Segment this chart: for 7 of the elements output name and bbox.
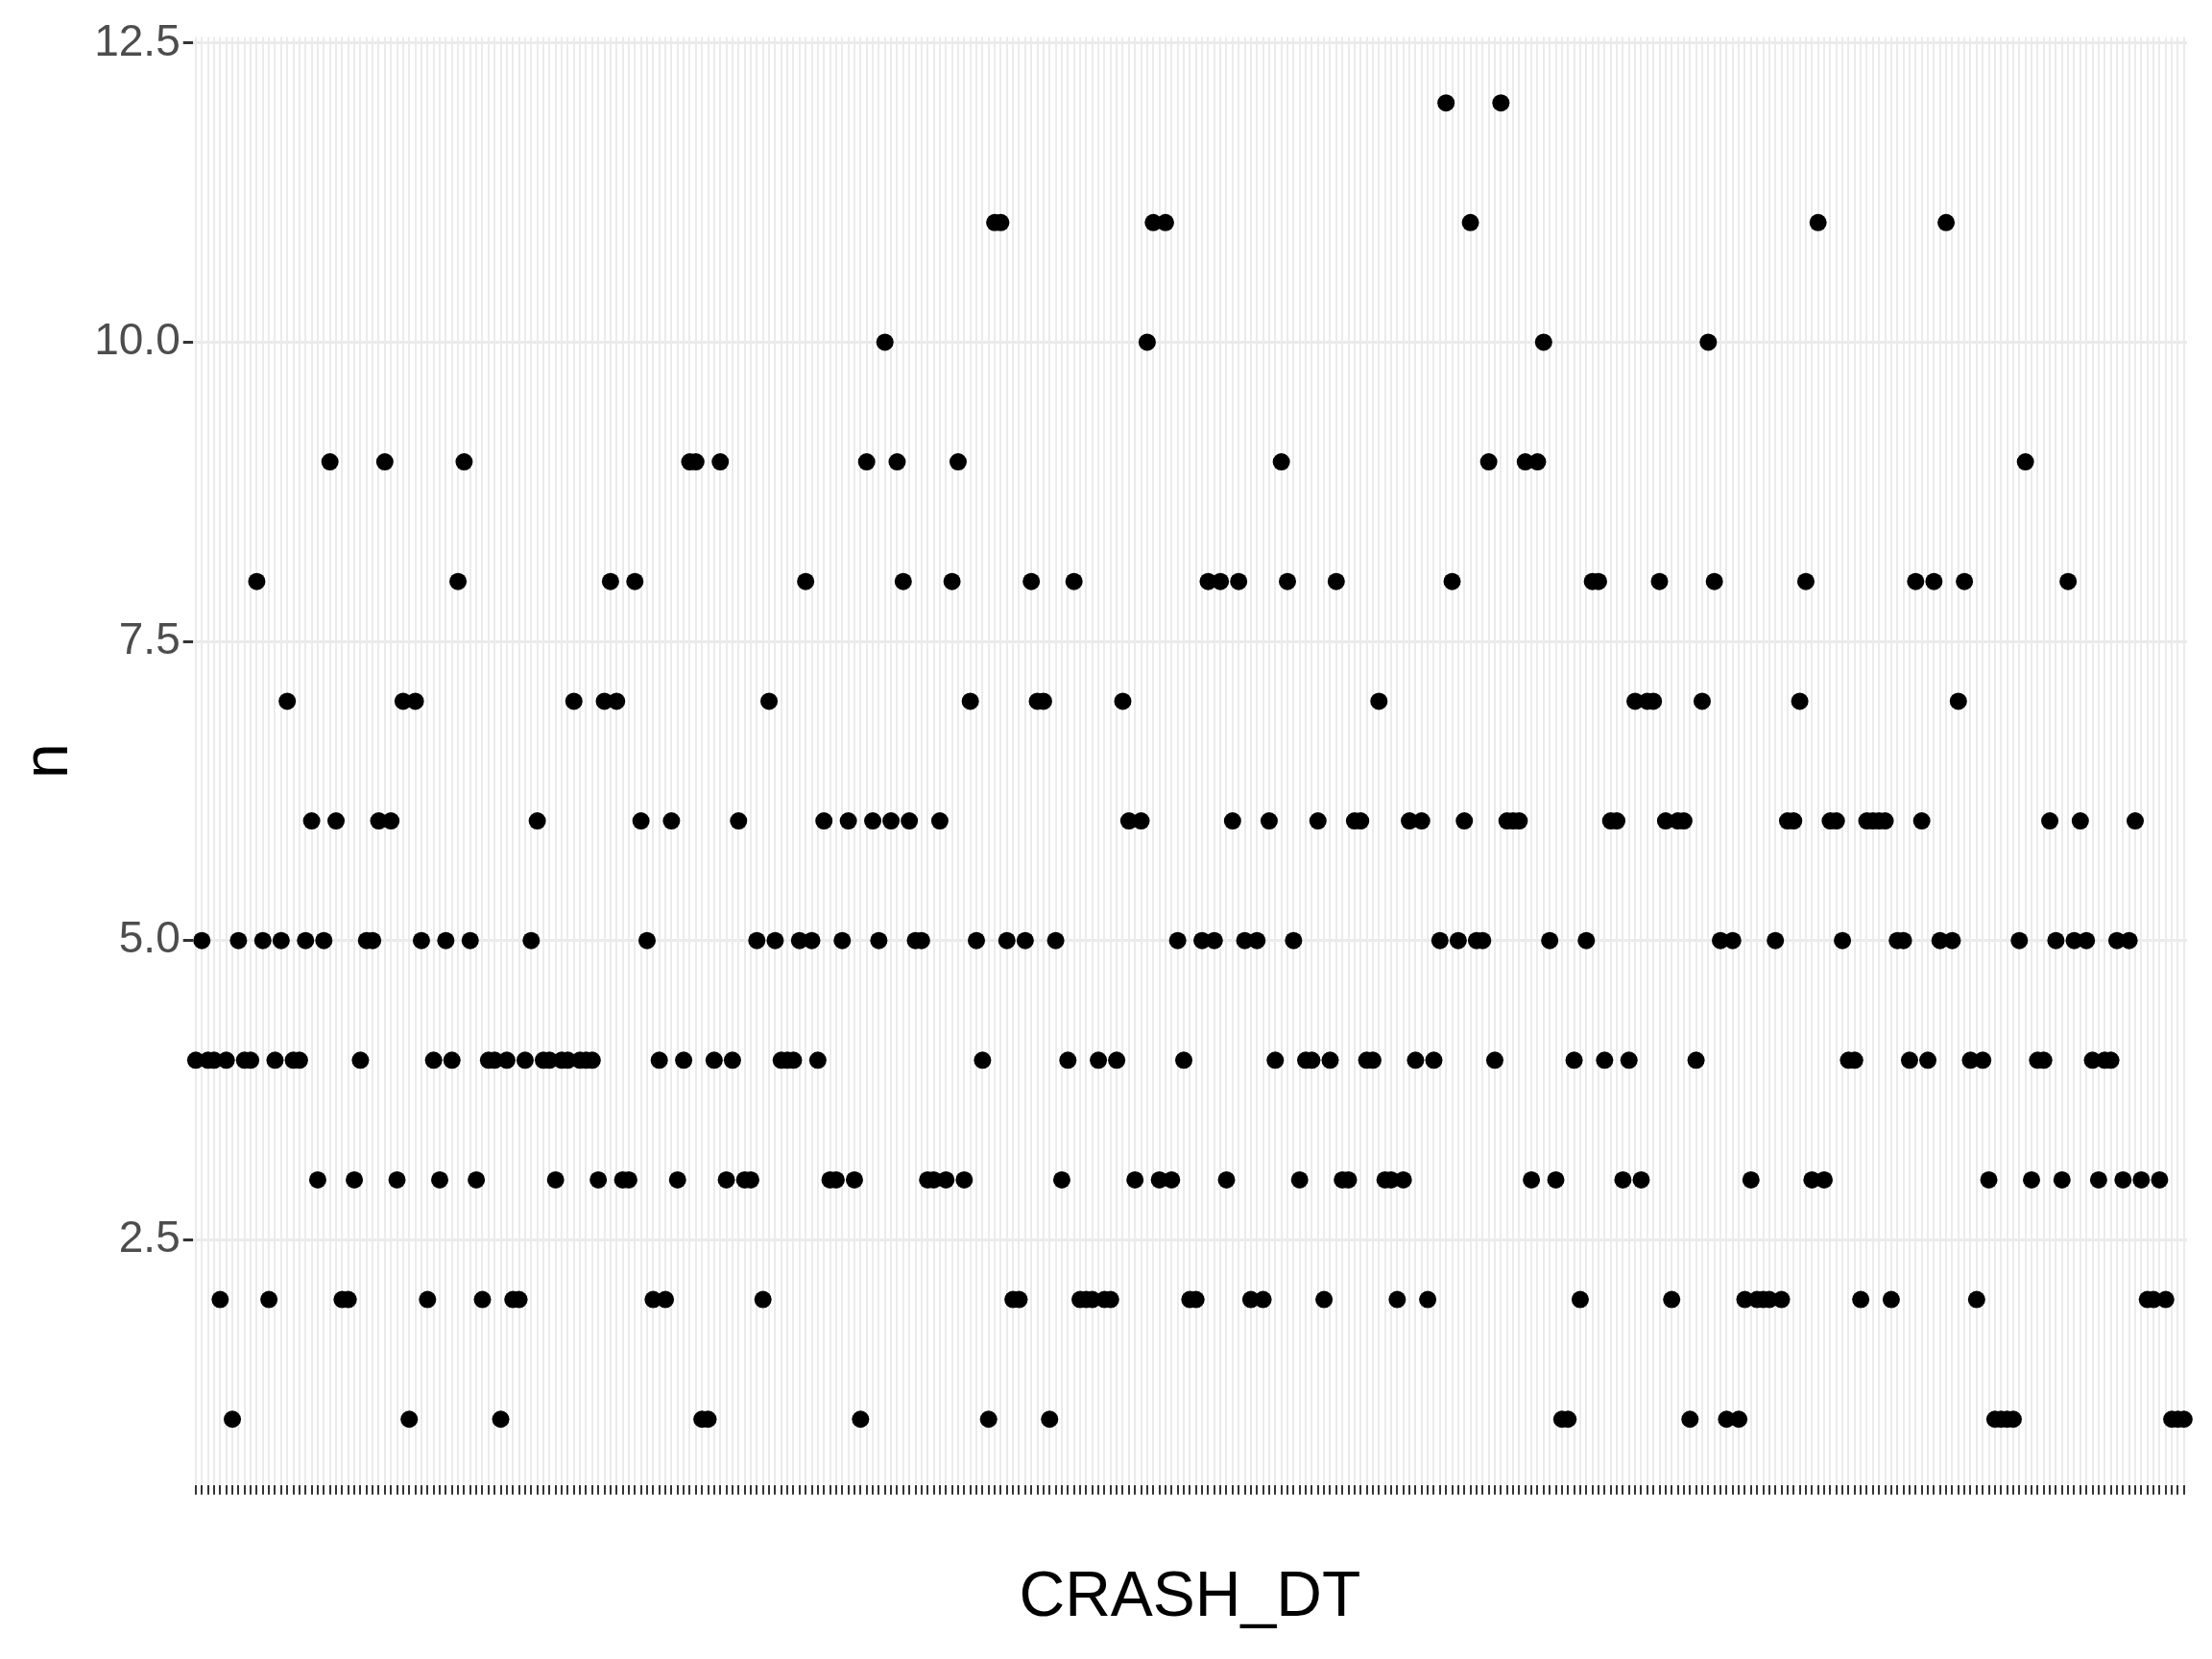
x-axis-title: CRASH_DT (1019, 1557, 1361, 1629)
y-tick-label: 7.5 (118, 613, 180, 663)
y-tick-label: 2.5 (118, 1211, 180, 1262)
y-axis-title: n (9, 743, 81, 780)
y-tick-label: 5.0 (118, 912, 180, 963)
y-tick-label: 12.5 (94, 14, 180, 65)
y-tick-label: 10.0 (94, 314, 180, 365)
